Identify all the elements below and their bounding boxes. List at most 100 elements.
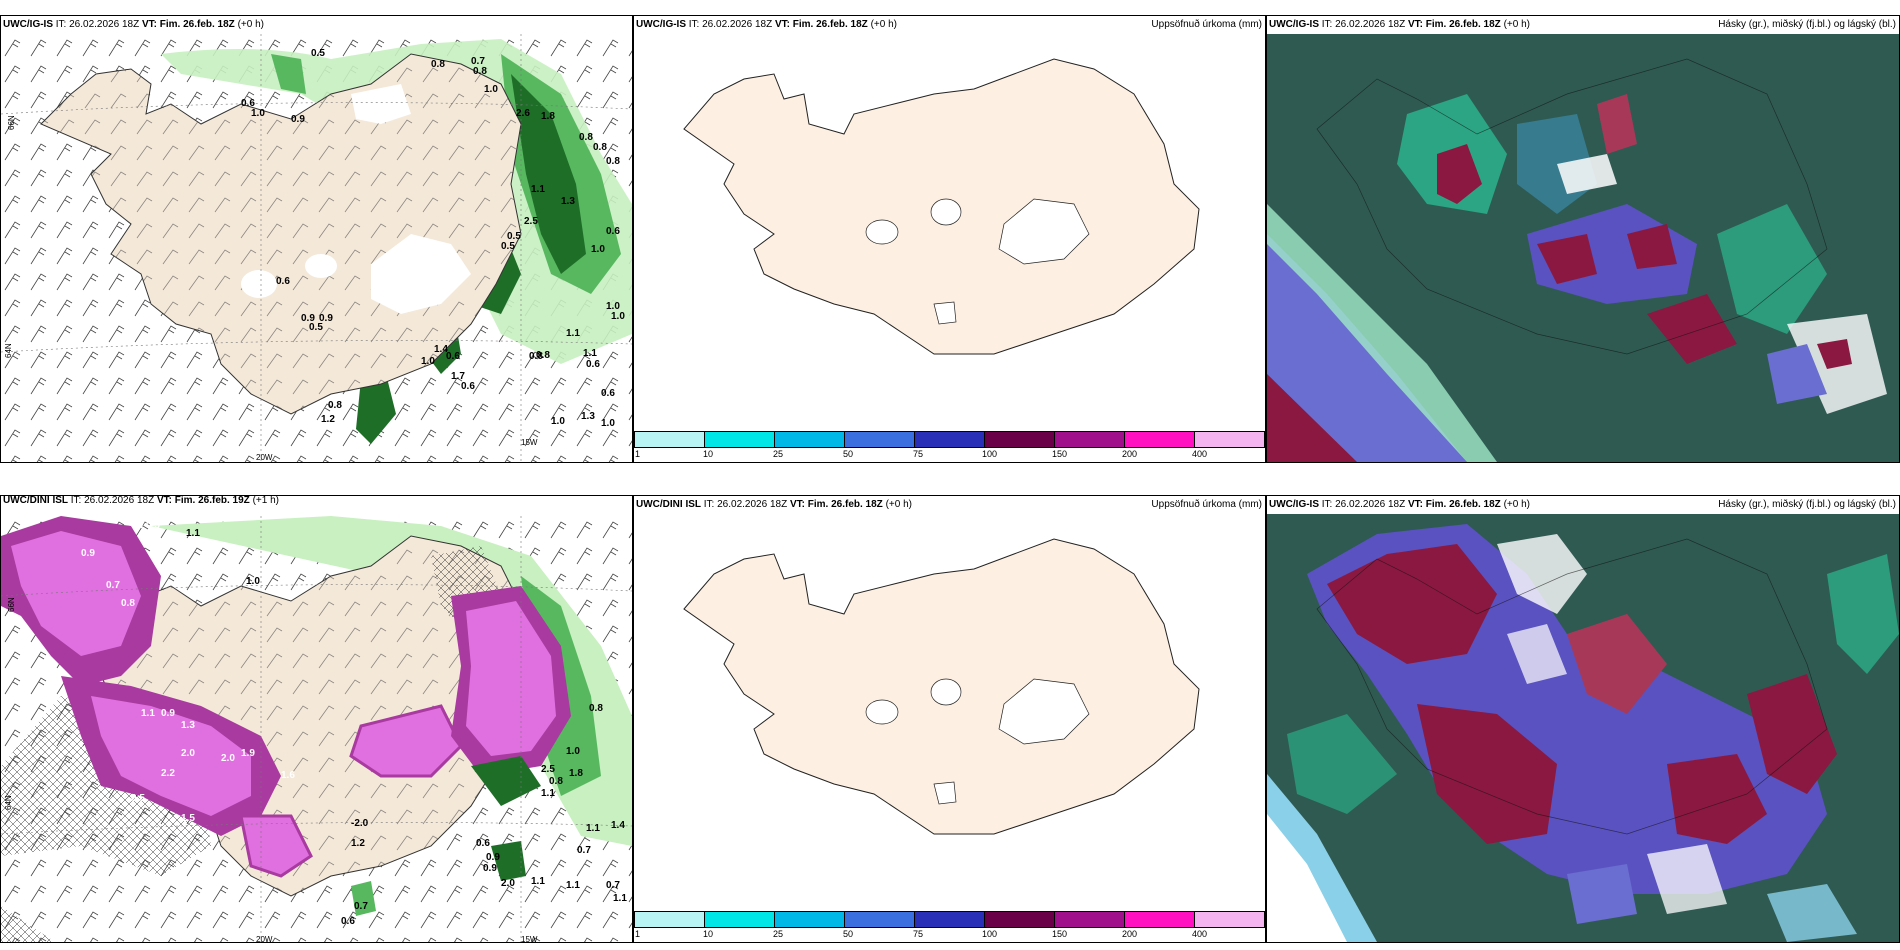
colorbar-swatch [775, 432, 845, 447]
init-time: IT: 26.02.2026 18Z [703, 499, 788, 510]
value-label: 1.6 [281, 770, 295, 781]
lat-label: 64N [4, 343, 13, 358]
value-label: 1.0 [566, 746, 580, 757]
value-label: 1.2 [351, 838, 365, 849]
colorbar-tick: 400 [1192, 929, 1208, 939]
value-label: 0.6 [586, 359, 600, 370]
value-label: 0.8 [606, 156, 620, 167]
model-name: UWC/IG-IS [1269, 19, 1319, 30]
value-label: 1.1 [541, 788, 555, 799]
value-label: 2.5 [541, 764, 555, 775]
panel-top-right: UWC/IG-IS IT: 26.02.2026 18Z VT: Fim. 26… [1266, 15, 1900, 463]
model-name: UWC/DINI ISL [3, 495, 68, 506]
value-label: 0.5 [507, 231, 521, 242]
colorbar-swatch [985, 432, 1055, 447]
value-label: 1.5 [181, 813, 195, 824]
value-label: 1.1 [531, 184, 545, 195]
valid-time: VT: Fim. 26.feb. 18Z [141, 19, 235, 30]
colorbar-swatch [1195, 432, 1264, 447]
value-label: 0.7 [354, 901, 368, 912]
value-label: 0.8 [536, 350, 550, 361]
colorbar-swatch [1125, 432, 1195, 447]
value-label: 2.0 [501, 878, 515, 889]
value-label: 0.9 [319, 313, 333, 324]
lead-time: (+0 h) [885, 499, 912, 510]
value-label: 1.8 [569, 768, 583, 779]
value-label: 0.8 [593, 142, 607, 153]
colorbar-swatch [1125, 912, 1195, 927]
colorbar-tick: 100 [982, 449, 998, 459]
field-title: Uppsöfnuð úrkoma (mm) [1151, 19, 1262, 30]
colorbar-swatch [915, 432, 985, 447]
panel-header: UWC/IG-IS IT: 26.02.2026 18Z VT: Fim. 26… [634, 16, 1265, 34]
value-label: 1.1 [566, 328, 580, 339]
value-label: 1.3 [561, 196, 575, 207]
precip-colorbar [634, 431, 1265, 448]
valid-time: VT: Fim. 26.feb. 18Z [1407, 19, 1501, 30]
init-time: IT: 26.02.2026 18Z [1321, 19, 1406, 30]
colorbar-tick: 1 [635, 449, 641, 459]
value-label: 1.0 [421, 356, 435, 367]
precip-wind-map: 0.7 0.5 1.1 0.9 1.0 0.7 0.8 1.1 0.9 1.3 … [1, 516, 632, 943]
value-label: 0.9 [483, 863, 497, 874]
value-label: 0.8 [589, 703, 603, 714]
colorbar-swatch [1195, 912, 1264, 927]
colorbar-ticks: 1 10 25 50 75 100 150 200 400 [635, 449, 1265, 461]
lon-label: 20W [256, 453, 273, 462]
value-label: 0.6 [606, 226, 620, 237]
value-label: 0.6 [276, 276, 290, 287]
panel-header: UWC/IG-IS IT: 26.02.2026 18Z VT: Fim. 26… [1267, 16, 1899, 34]
colorbar-swatch [915, 912, 985, 927]
lead-time: (+0 h) [1503, 19, 1530, 30]
colorbar-swatch [845, 912, 915, 927]
value-label: 1.1 [141, 708, 155, 719]
value-label: 2.2 [161, 768, 175, 779]
value-label: 0.9 [486, 852, 500, 863]
precip-colorbar [634, 911, 1265, 928]
value-label: 1.0 [484, 84, 498, 95]
value-label: 2.0 [221, 753, 235, 764]
precip-wind-map: 0.5 0.8 0.7 0.8 1.0 0.6 1.0 0.9 2.6 1.8 … [1, 34, 632, 462]
colorbar-tick: 25 [773, 449, 784, 459]
value-label: 0.6 [601, 388, 615, 399]
colorbar-tick: 100 [982, 929, 998, 939]
value-label: 2.6 [516, 108, 530, 119]
colorbar-swatch [1055, 432, 1125, 447]
value-label: 0.6 [476, 838, 490, 849]
init-time: IT: 26.02.2026 18Z [55, 19, 140, 30]
value-label: 0.5 [311, 48, 325, 59]
colorbar-tick: 25 [773, 929, 784, 939]
colorbar-swatch [985, 912, 1055, 927]
panel-top-middle: UWC/IG-IS IT: 26.02.2026 18Z VT: Fim. 26… [633, 15, 1266, 463]
colorbar-tick: 200 [1122, 929, 1138, 939]
value-label: 0.6 [241, 98, 255, 109]
panel-bottom-right: UWC/IG-IS IT: 26.02.2026 18Z VT: Fim. 26… [1266, 495, 1900, 943]
value-label: 0.9 [81, 548, 95, 559]
panel-header: UWC/DINI ISL IT: 26.02.2026 18Z VT: Fim.… [1, 496, 632, 516]
model-name: UWC/IG-IS [1269, 499, 1319, 510]
value-label: 0.7 [131, 520, 145, 531]
colorbar-tick: 75 [913, 929, 924, 939]
value-label: 0.8 [529, 351, 543, 362]
colorbar-tick: 50 [843, 449, 854, 459]
value-label: 0.9 [161, 708, 175, 719]
value-label: 1.0 [601, 418, 615, 429]
lead-time: (+1 h) [252, 495, 279, 506]
value-label: 1.0 [246, 576, 260, 587]
colorbar-swatch [775, 912, 845, 927]
valid-time: VT: Fim. 26.feb. 18Z [789, 499, 883, 510]
value-label: 1.0 [551, 416, 565, 427]
value-label: 2.5 [524, 216, 538, 227]
value-label: 1.0 [251, 108, 265, 119]
value-label: 0.6 [341, 916, 355, 927]
colorbar-tick: 10 [703, 449, 714, 459]
value-label: 0.9 [301, 313, 315, 324]
lead-time: (+0 h) [870, 19, 897, 30]
lon-label: 20W [256, 935, 273, 943]
value-label: 1.1 [186, 528, 200, 539]
colorbar-swatch [845, 432, 915, 447]
lat-label: 66N [7, 597, 16, 612]
lon-label: 15W [521, 438, 538, 447]
value-label: 0.8 [431, 59, 445, 70]
value-label: 1.2 [321, 414, 335, 425]
